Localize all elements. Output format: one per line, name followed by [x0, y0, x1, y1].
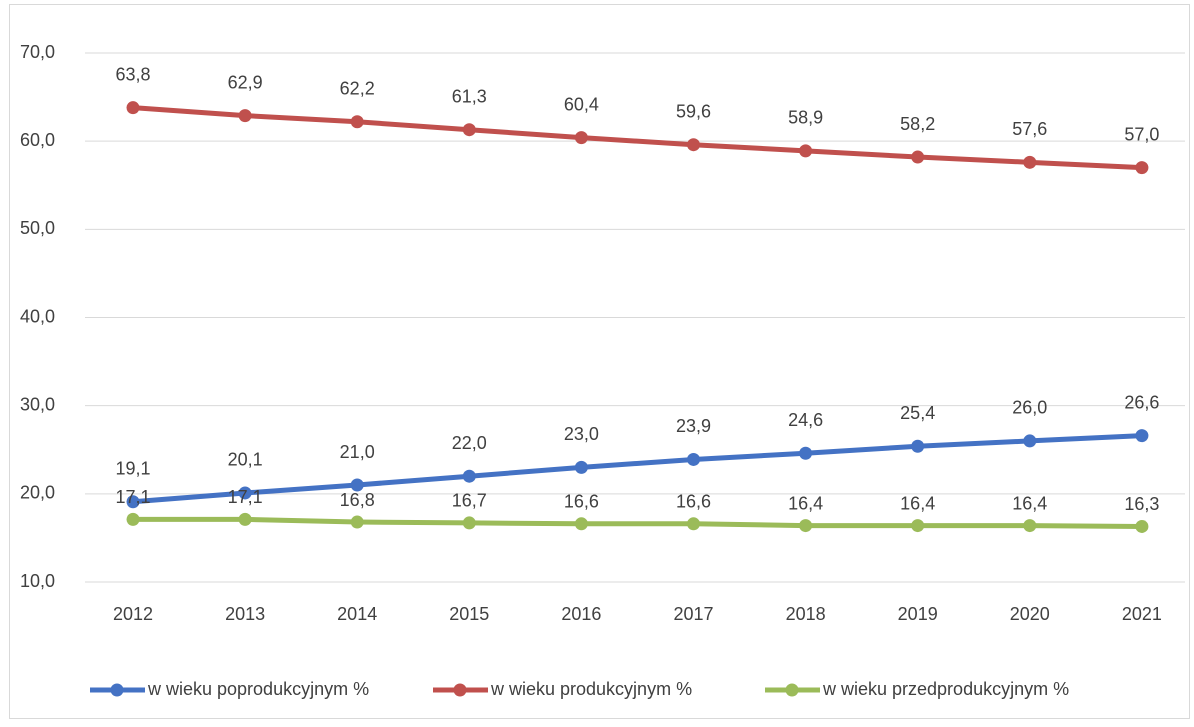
data-label: 16,7 — [452, 491, 487, 511]
legend-label: w wieku przedprodukcyjnym % — [822, 679, 1069, 699]
x-tick-label: 2012 — [113, 604, 153, 624]
data-point — [1023, 155, 1037, 169]
data-label: 20,1 — [228, 450, 263, 470]
data-point — [1023, 434, 1037, 448]
data-label: 26,0 — [1012, 398, 1047, 418]
data-point — [238, 109, 252, 123]
data-label: 16,4 — [1012, 493, 1047, 513]
data-point — [1023, 519, 1037, 533]
legend-label: w wieku poprodukcyjnym % — [147, 679, 369, 699]
data-label: 62,9 — [228, 72, 263, 92]
data-label: 62,2 — [340, 79, 375, 99]
data-point — [799, 446, 813, 460]
data-point — [574, 131, 588, 145]
x-tick-label: 2019 — [898, 604, 938, 624]
data-point — [799, 144, 813, 158]
data-point — [126, 101, 140, 115]
data-point — [911, 519, 925, 533]
data-point — [574, 460, 588, 474]
data-label: 26,6 — [1124, 392, 1159, 412]
data-label: 57,0 — [1124, 124, 1159, 144]
data-label: 17,1 — [115, 487, 150, 507]
data-label: 16,4 — [788, 493, 823, 513]
data-label: 21,0 — [340, 442, 375, 462]
legend-label: w wieku produkcyjnym % — [490, 679, 692, 699]
data-label: 23,0 — [564, 424, 599, 444]
data-point — [238, 512, 252, 526]
data-label: 59,6 — [676, 101, 711, 121]
x-tick-label: 2013 — [225, 604, 265, 624]
data-label: 61,3 — [452, 86, 487, 106]
legend-marker — [785, 683, 799, 697]
y-tick-label: 10,0 — [20, 571, 55, 591]
x-tick-label: 2014 — [337, 604, 377, 624]
data-point — [574, 517, 588, 531]
data-label: 16,4 — [900, 493, 935, 513]
data-point — [126, 495, 140, 509]
y-tick-label: 70,0 — [20, 42, 55, 62]
data-label: 16,6 — [676, 492, 711, 512]
data-point — [687, 452, 700, 466]
x-tick-label: 2018 — [786, 604, 826, 624]
y-tick-label: 30,0 — [20, 394, 55, 414]
y-tick-label: 40,0 — [20, 306, 55, 326]
data-point — [126, 512, 140, 526]
data-point — [1135, 161, 1149, 175]
series-line — [132, 433, 1143, 505]
data-point — [350, 515, 364, 529]
data-point — [350, 478, 364, 492]
data-label: 22,0 — [452, 433, 487, 453]
data-point — [462, 123, 476, 137]
data-point — [799, 519, 813, 533]
x-tick-label: 2021 — [1122, 604, 1162, 624]
series-line — [133, 516, 1142, 529]
data-label: 58,2 — [900, 114, 935, 134]
x-tick-label: 2017 — [673, 604, 713, 624]
data-label: 25,4 — [900, 403, 935, 423]
y-tick-label: 50,0 — [20, 218, 55, 238]
data-label: 16,6 — [564, 492, 599, 512]
data-label: 16,3 — [1124, 494, 1159, 514]
data-label: 57,6 — [1012, 119, 1047, 139]
data-label: 63,8 — [115, 64, 150, 84]
data-label: 58,9 — [788, 108, 823, 128]
legend-marker — [453, 683, 467, 697]
data-label: 60,4 — [564, 94, 599, 114]
legend-marker — [110, 683, 124, 697]
data-point — [1135, 429, 1149, 443]
x-tick-label: 2016 — [561, 604, 601, 624]
x-tick-label: 2020 — [1010, 604, 1050, 624]
data-label: 16,8 — [340, 490, 375, 510]
data-label: 24,6 — [788, 410, 823, 430]
series-line — [132, 105, 1143, 171]
y-tick-label: 60,0 — [20, 130, 55, 150]
chart-frame — [9, 4, 1190, 719]
data-point — [462, 469, 476, 483]
data-point — [687, 138, 700, 152]
y-tick-label: 20,0 — [20, 483, 55, 503]
data-point — [911, 439, 925, 453]
data-point — [1135, 519, 1149, 533]
data-label: 19,1 — [115, 459, 150, 479]
data-label: 23,9 — [676, 416, 711, 436]
data-label: 17,1 — [228, 487, 263, 507]
data-point — [911, 150, 925, 164]
data-point — [350, 115, 364, 129]
data-point — [462, 516, 476, 530]
data-point — [238, 486, 252, 500]
data-point — [687, 517, 700, 531]
x-tick-label: 2015 — [449, 604, 489, 624]
